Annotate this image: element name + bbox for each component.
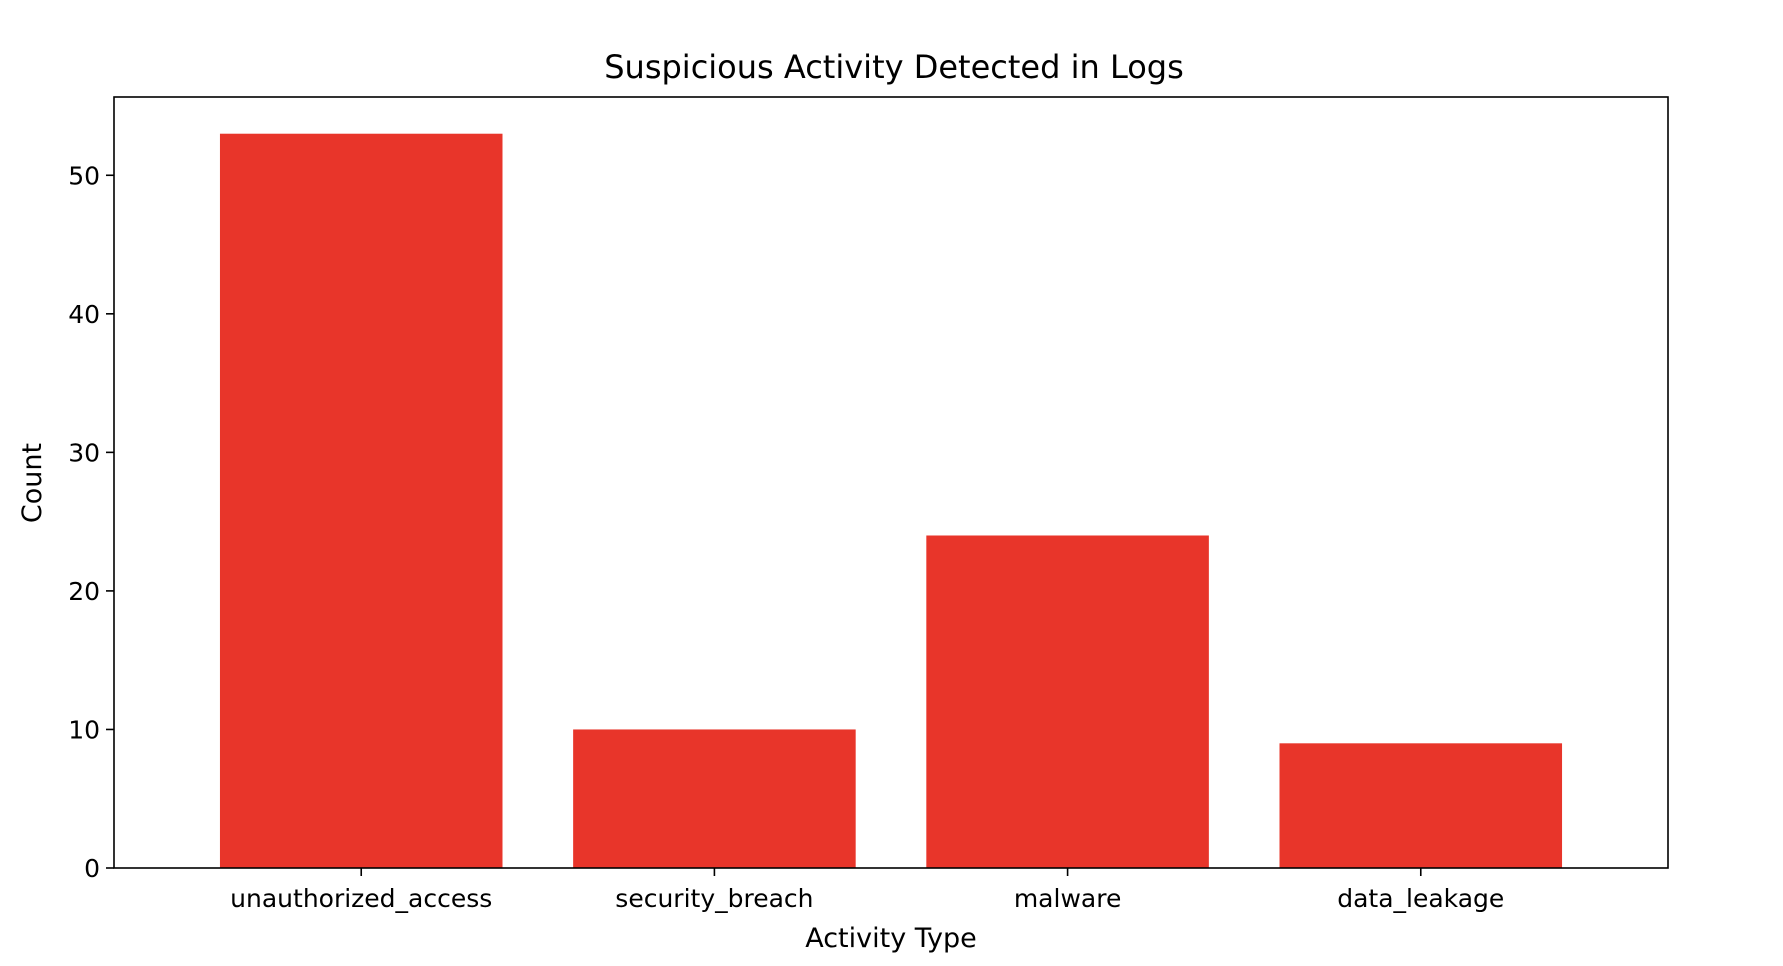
- x-axis-label: Activity Type: [805, 923, 977, 954]
- y-tick-label: 20: [68, 577, 100, 606]
- y-tick-label: 0: [84, 854, 100, 883]
- x-tick-label: malware: [1014, 884, 1122, 913]
- bar-data-leakage: [1279, 743, 1563, 868]
- bar-unauthorized-access: [219, 133, 503, 868]
- y-axis-label: Count: [17, 443, 48, 523]
- x-axis: unauthorized_access security_breach malwar…: [230, 868, 1504, 913]
- plot-frame: [113, 96, 1669, 869]
- y-tick-label: 10: [68, 715, 100, 744]
- bars-layer: [219, 133, 1563, 868]
- y-axis: 0 10 20 30 40 50: [68, 161, 114, 883]
- bar-security-breach: [573, 729, 856, 868]
- bar-malware: [926, 535, 1209, 868]
- y-tick-label: 40: [68, 300, 100, 329]
- x-tick-label: unauthorized_access: [230, 884, 492, 913]
- y-tick-label: 50: [68, 161, 100, 190]
- y-tick-label: 30: [68, 438, 100, 467]
- x-tick-label: data_leakage: [1337, 884, 1504, 913]
- x-tick-label: security_breach: [615, 884, 813, 913]
- chart-title: Suspicious Activity Detected in Logs: [604, 48, 1184, 86]
